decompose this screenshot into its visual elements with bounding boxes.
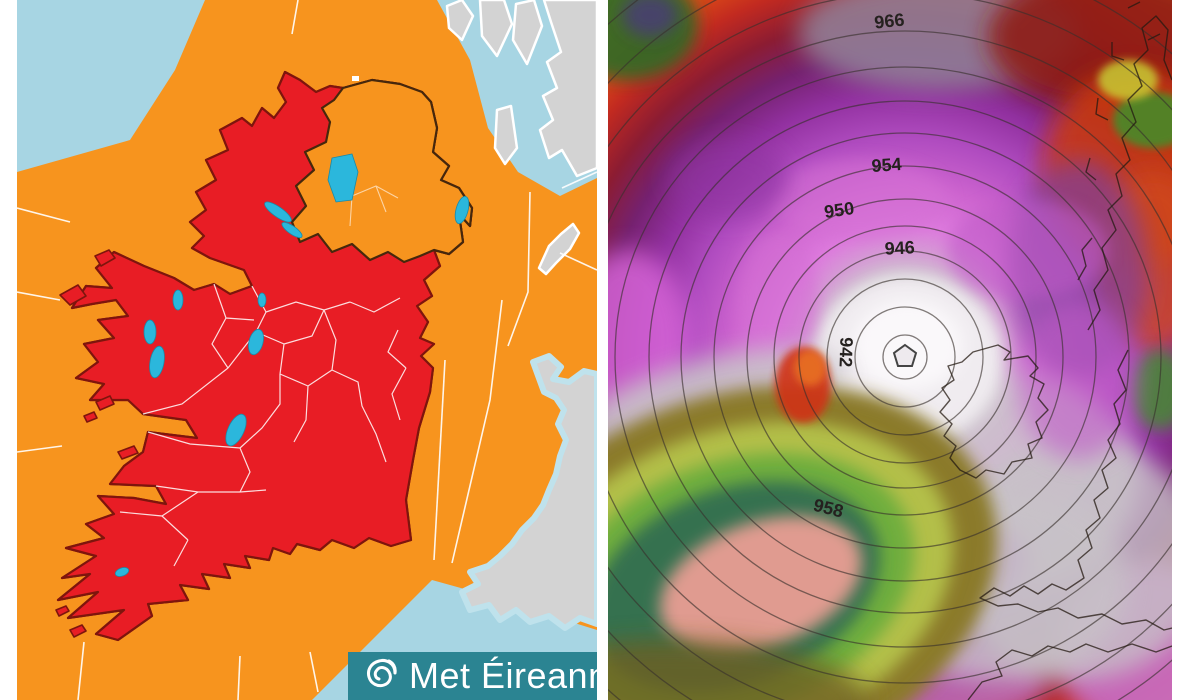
coastal-islands (55, 249, 139, 638)
met-eireann-warning-map: Met Éireann (17, 0, 597, 700)
pressure-chart-svg: 966 954 950 946 942 958 (608, 0, 1172, 700)
spiral-icon (367, 659, 397, 688)
warning-map-svg (17, 0, 597, 700)
northern-ireland-region (290, 78, 474, 264)
met-eireann-logo: Met Éireann (348, 652, 597, 700)
isobar-label-950: 950 (823, 198, 856, 222)
storm-center-marker (892, 343, 918, 367)
sea-area-borders (17, 0, 597, 700)
scotland-coastline (1087, 15, 1172, 331)
isobar-rings (608, 0, 1172, 700)
isobar-label-942: 942 (835, 337, 856, 368)
isle-of-man (537, 222, 581, 276)
scotland-landmass (445, 0, 597, 178)
dark-olive-edge (608, 640, 868, 700)
britain-coastline (979, 349, 1172, 631)
ireland-coastline (939, 344, 1049, 479)
county-borders (119, 283, 407, 567)
france-coastline (967, 643, 1172, 700)
isobar-label-946: 946 (884, 237, 915, 259)
logo-text: Met Éireann (409, 655, 597, 696)
rathlin-island (352, 76, 359, 81)
lakes (114, 153, 470, 577)
wales-landmass (459, 353, 597, 631)
isobar-label-954: 954 (871, 154, 902, 176)
isobar-label-966: 966 (873, 10, 905, 33)
coastlines (939, 1, 1172, 700)
pressure-chart-map: 966 954 950 946 942 958 (608, 0, 1172, 700)
